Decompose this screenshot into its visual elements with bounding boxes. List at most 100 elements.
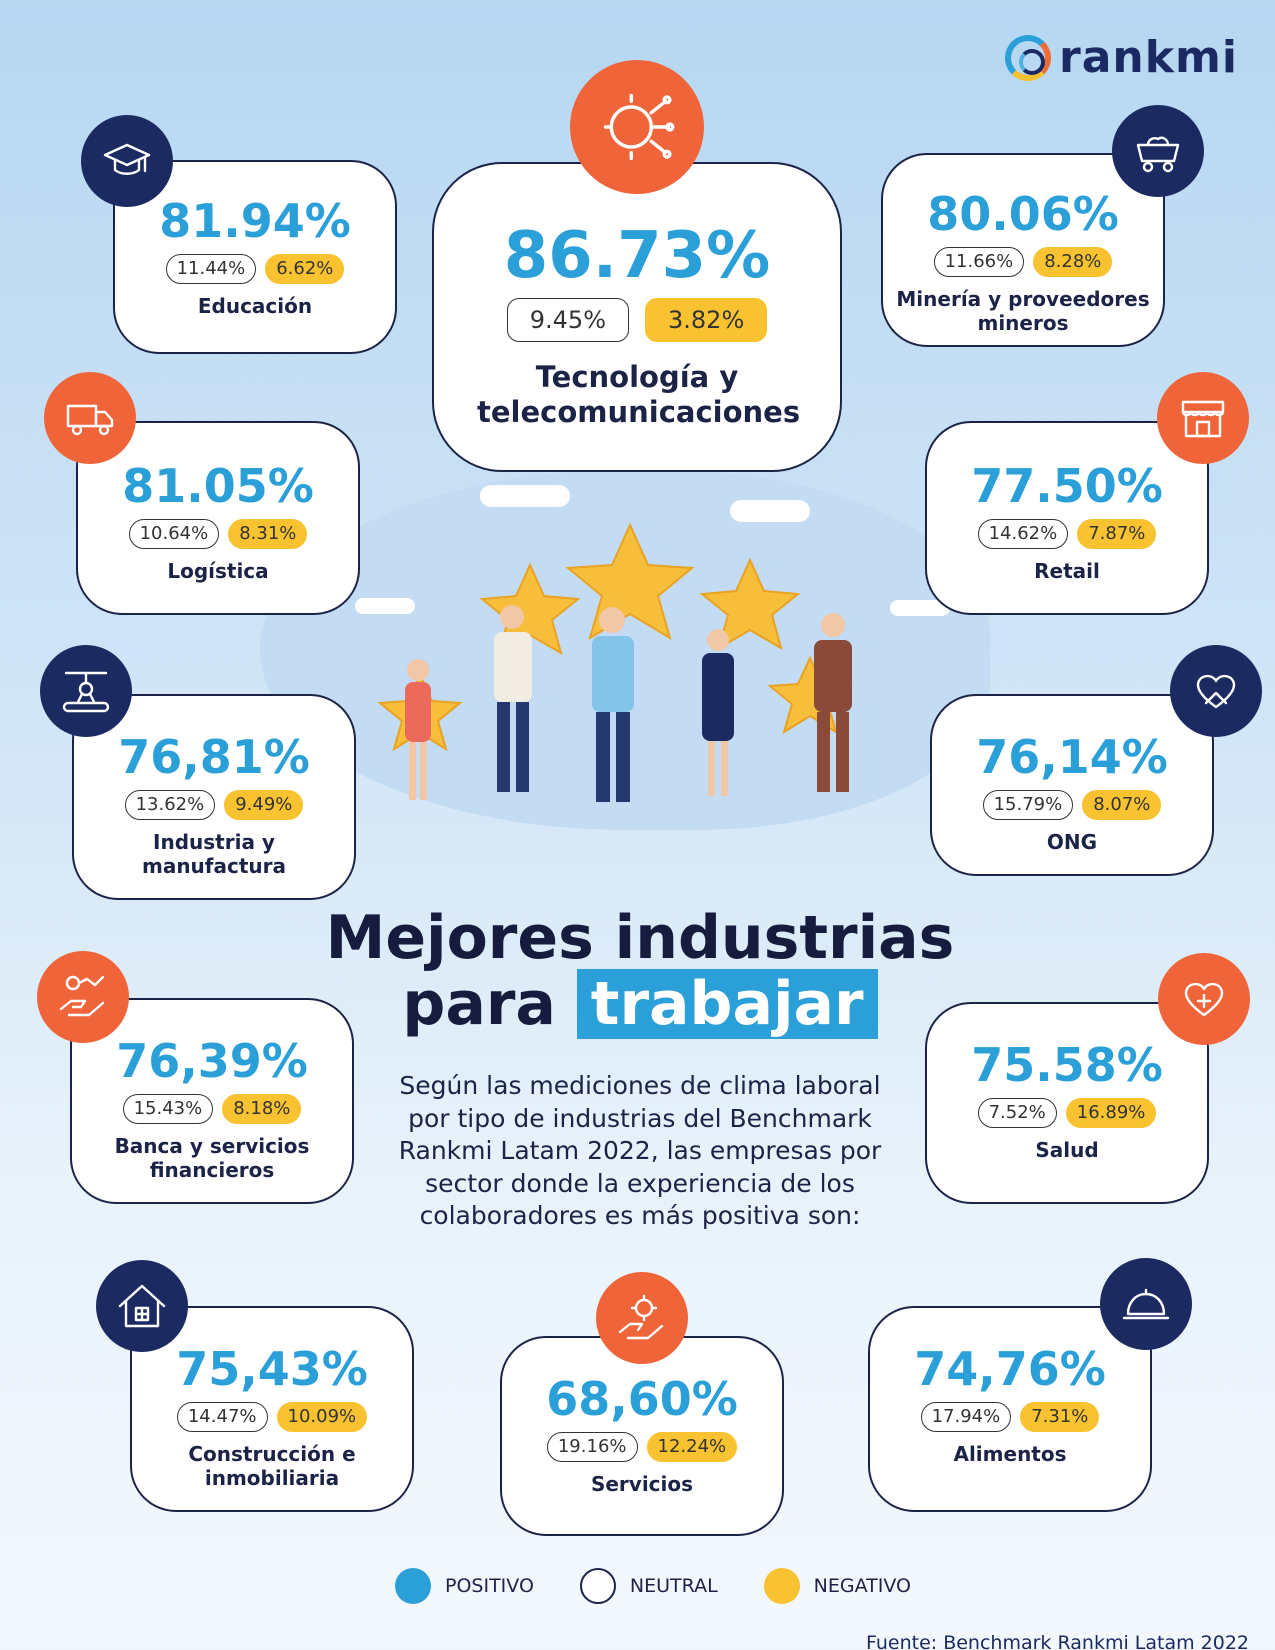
industry-name: ONG (1046, 829, 1098, 854)
negative-percentage: 9.49% (224, 790, 304, 820)
person-3 (592, 607, 634, 802)
heart-hands-icon (1170, 645, 1262, 737)
person-4 (702, 629, 734, 796)
neutral-percentage: 11.66% (933, 247, 1025, 277)
star-icon (699, 557, 801, 651)
positive-percentage: 77.50% (971, 459, 1163, 513)
person-1 (405, 659, 431, 800)
neutral-percentage: 13.62% (124, 790, 216, 820)
neutral-percentage: 14.62% (977, 519, 1069, 549)
neutral-percentage: 15.79% (982, 790, 1074, 820)
industry-card-mineria: 80.06% 11.66% 8.28% Minería y proveedore… (881, 153, 1165, 347)
industry-card-tecnologia: 86.73% 9.45% 3.82% Tecnología y telecomu… (432, 162, 842, 472)
industry-name: Industria y manufactura (141, 829, 287, 878)
page-title: Mejores industrias para trabajar (300, 903, 980, 1039)
industry-name: Tecnología y telecomunicaciones (477, 360, 801, 430)
negative-percentage: 12.24% (646, 1432, 738, 1462)
star-icon (565, 522, 695, 641)
title-line-2: para trabajar (300, 969, 980, 1039)
legend-item-neutral: NEUTRAL (579, 1568, 718, 1604)
positive-percentage: 75,43% (176, 1342, 368, 1396)
neutral-percentage: 15.43% (122, 1094, 214, 1124)
positive-percentage: 76,14% (976, 730, 1168, 784)
house-icon (96, 1260, 188, 1352)
neutral-percentage: 14.47% (176, 1402, 268, 1432)
cloud-decoration (890, 600, 950, 616)
industry-card-alimentos: 74,76% 17.94% 7.31% Alimentos (868, 1306, 1152, 1512)
industry-name: Construcción e inmobiliaria (188, 1441, 356, 1490)
money-hand-icon (37, 951, 129, 1043)
negative-percentage: 10.09% (276, 1402, 368, 1432)
legend-label: NEUTRAL (629, 1575, 718, 1597)
industry-card-servicios: 68,60% 19.16% 12.24% Servicios (500, 1336, 784, 1536)
legend-swatch-negative (763, 1568, 800, 1604)
neutral-percentage: 11.44% (165, 254, 257, 284)
title-highlight: trabajar (576, 969, 878, 1039)
negative-percentage: 7.31% (1020, 1402, 1100, 1432)
person-5 (814, 613, 852, 792)
positive-percentage: 74,76% (914, 1342, 1106, 1396)
title-word-para: para (402, 969, 556, 1039)
industry-name: Alimentos (953, 1441, 1067, 1466)
source-note: Fuente: Benchmark Rankmi Latam 2022 (865, 1632, 1249, 1650)
industry-name: Minería y proveedores mineros (896, 286, 1150, 335)
industry-name: Banca y servicios financieros (114, 1133, 310, 1182)
industry-name: Educación (197, 293, 313, 318)
positive-percentage: 81.94% (159, 194, 351, 248)
rankmi-logo: rankmi (1005, 32, 1238, 83)
truck-icon (44, 372, 136, 464)
industry-card-banca: 76,39% 15.43% 8.18% Banca y servicios fi… (70, 998, 354, 1204)
cloud-decoration (355, 598, 415, 614)
industry-name: Salud (1035, 1137, 1099, 1162)
legend-label: POSITIVO (445, 1575, 534, 1597)
positive-percentage: 75.58% (971, 1038, 1163, 1092)
legend-item-positive: POSITIVO (395, 1568, 534, 1604)
positive-percentage: 80.06% (927, 187, 1119, 241)
negative-percentage: 7.87% (1077, 519, 1157, 549)
negative-percentage: 8.18% (222, 1094, 302, 1124)
positive-percentage: 68,60% (546, 1372, 738, 1426)
industry-name: Logística (167, 558, 269, 583)
industry-card-construccion: 75,43% 14.47% 10.09% Construcción e inmo… (130, 1306, 414, 1512)
legend-swatch-neutral (579, 1568, 616, 1604)
industry-card-logistica: 81.05% 10.64% 8.31% Logística (76, 421, 360, 615)
neutral-percentage: 7.52% (977, 1098, 1057, 1128)
service-gear-hand-icon (596, 1272, 688, 1364)
industry-card-industria: 76,81% 13.62% 9.49% Industria y manufact… (72, 694, 356, 900)
negative-percentage: 16.89% (1065, 1098, 1157, 1128)
negative-percentage: 3.82% (645, 298, 768, 343)
cloud-decoration (480, 485, 570, 507)
positive-percentage: 81.05% (122, 459, 314, 513)
graduation-cap-icon (81, 115, 173, 207)
negative-percentage: 8.28% (1033, 247, 1113, 277)
food-cloche-icon (1100, 1258, 1192, 1350)
legend-item-negative: NEGATIVO (763, 1568, 911, 1604)
medical-heart-icon (1158, 953, 1250, 1045)
negative-percentage: 8.07% (1082, 790, 1162, 820)
robot-arm-icon (40, 645, 132, 737)
positive-percentage: 86.73% (503, 219, 771, 293)
team-with-stars-illustration (377, 522, 853, 802)
neutral-percentage: 9.45% (506, 298, 629, 343)
rankmi-logo-icon (1005, 34, 1051, 81)
mine-cart-icon (1112, 105, 1204, 197)
negative-percentage: 8.31% (228, 519, 308, 549)
brand-name: rankmi (1059, 32, 1238, 83)
title-line-1: Mejores industrias (325, 903, 955, 973)
industry-card-ong: 76,14% 15.79% 8.07% ONG (930, 694, 1214, 876)
industry-name: Servicios (590, 1471, 694, 1496)
neutral-percentage: 19.16% (546, 1432, 638, 1462)
legend: POSITIVO NEUTRAL NEGATIVO (395, 1568, 943, 1604)
person-2 (494, 605, 532, 792)
legend-label: NEGATIVO (813, 1575, 911, 1597)
legend-swatch-positive (395, 1568, 431, 1604)
circuit-gear-icon (570, 60, 704, 194)
intro-description: Según las mediciones de clima laboral po… (398, 1071, 882, 1230)
industry-name: Retail (1034, 558, 1100, 583)
industry-card-retail: 77.50% 14.62% 7.87% Retail (925, 421, 1209, 615)
store-icon (1157, 372, 1249, 464)
cloud-decoration (730, 500, 810, 522)
neutral-percentage: 17.94% (920, 1402, 1012, 1432)
positive-percentage: 76,39% (116, 1034, 308, 1088)
neutral-percentage: 10.64% (128, 519, 220, 549)
